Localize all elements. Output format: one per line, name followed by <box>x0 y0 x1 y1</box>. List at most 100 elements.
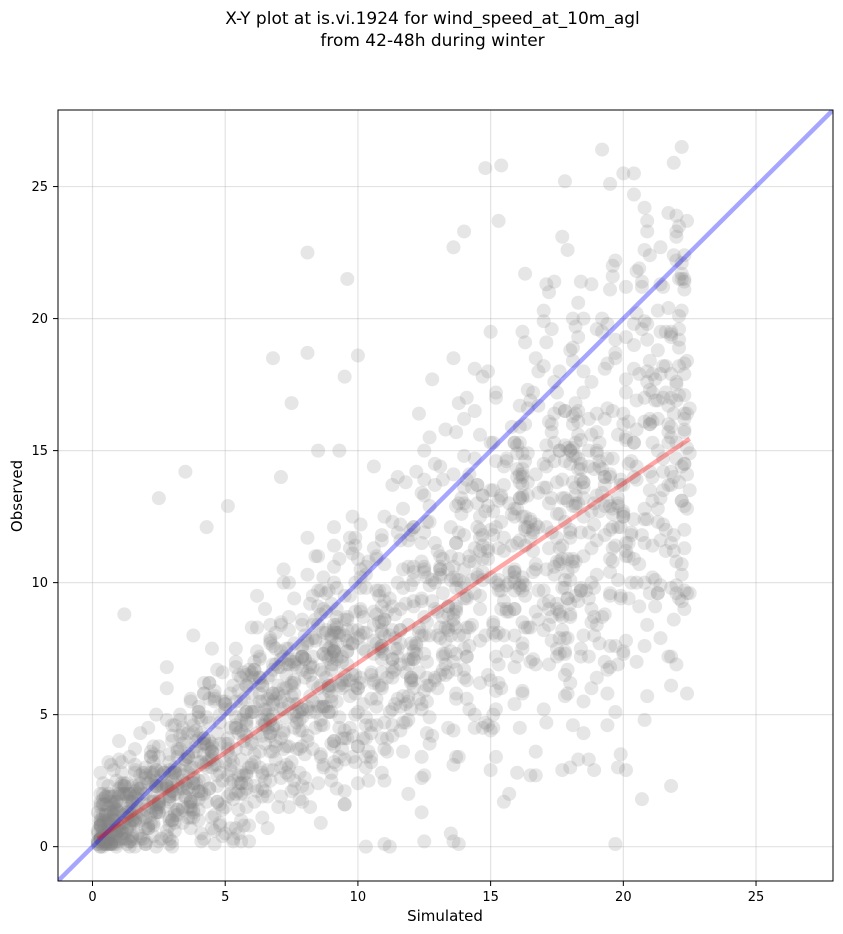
data-point <box>218 826 233 841</box>
data-point <box>650 514 665 529</box>
data-point <box>122 800 137 815</box>
data-point <box>334 673 349 688</box>
data-point <box>340 731 355 746</box>
data-point <box>313 718 328 733</box>
data-point <box>603 522 618 537</box>
data-point <box>125 786 140 801</box>
data-point <box>565 311 580 326</box>
data-point <box>159 829 174 844</box>
data-point <box>605 520 620 535</box>
data-point <box>677 356 692 371</box>
data-point <box>151 794 166 809</box>
data-point <box>181 781 196 796</box>
data-point <box>316 757 331 772</box>
data-point <box>422 430 437 445</box>
data-point <box>496 594 511 609</box>
data-point <box>542 594 557 609</box>
data-point <box>491 541 506 556</box>
data-point <box>98 807 113 822</box>
data-point <box>281 623 296 638</box>
data-point <box>664 367 679 382</box>
data-point <box>417 562 432 577</box>
data-point <box>313 607 328 622</box>
data-point <box>507 501 522 516</box>
data-point <box>419 654 434 669</box>
data-point <box>186 802 201 817</box>
data-point <box>212 765 227 780</box>
data-point <box>565 559 580 574</box>
data-point <box>499 451 514 466</box>
data-point <box>284 678 299 693</box>
data-point <box>608 639 623 654</box>
data-point <box>295 641 310 656</box>
data-point <box>584 615 599 630</box>
data-point <box>112 734 127 749</box>
data-point <box>202 715 217 730</box>
data-point <box>422 628 437 643</box>
data-point <box>133 781 148 796</box>
data-point <box>143 744 158 759</box>
data-point <box>358 710 373 725</box>
data-point <box>486 435 501 450</box>
data-point <box>552 443 567 458</box>
data-point <box>680 213 695 228</box>
data-point <box>526 565 541 580</box>
data-point <box>417 443 432 458</box>
data-point <box>449 580 464 595</box>
data-point <box>677 422 692 437</box>
data-point <box>637 575 652 590</box>
data-point <box>305 660 320 675</box>
data-point <box>220 736 235 751</box>
data-point <box>483 763 498 778</box>
data-point <box>626 187 641 202</box>
data-point <box>491 493 506 508</box>
data-point <box>403 528 418 543</box>
data-point <box>305 741 320 756</box>
data-point <box>263 773 278 788</box>
data-point <box>372 588 387 603</box>
data-point <box>518 520 533 535</box>
data-point <box>337 628 352 643</box>
plot-frame <box>57 109 834 882</box>
data-point <box>98 789 113 804</box>
data-point <box>120 810 135 825</box>
data-point <box>265 686 280 701</box>
data-point <box>313 678 328 693</box>
data-point <box>390 470 405 485</box>
data-point <box>483 723 498 738</box>
data-point <box>377 612 392 627</box>
data-point <box>141 818 156 833</box>
data-point <box>507 570 522 585</box>
data-point <box>133 813 148 828</box>
data-point <box>236 818 251 833</box>
data-point <box>319 625 334 640</box>
data-point <box>637 712 652 727</box>
data-point <box>544 322 559 337</box>
data-point <box>284 689 299 704</box>
data-point <box>640 617 655 632</box>
data-point <box>316 718 331 733</box>
data-point <box>93 831 108 846</box>
data-point <box>149 763 164 778</box>
data-point <box>173 781 188 796</box>
data-point <box>653 631 668 646</box>
data-point <box>364 726 379 741</box>
data-point <box>441 562 456 577</box>
data-point <box>361 773 376 788</box>
data-point <box>502 496 517 511</box>
data-point <box>427 670 442 685</box>
data-point <box>507 602 522 617</box>
data-point <box>297 652 312 667</box>
data-point <box>563 343 578 358</box>
data-point <box>109 794 124 809</box>
data-point <box>377 837 392 852</box>
data-point <box>563 443 578 458</box>
data-point <box>451 837 466 852</box>
data-point <box>640 374 655 389</box>
data-point <box>289 710 304 725</box>
data-point <box>329 652 344 667</box>
data-point <box>109 813 124 828</box>
data-point <box>342 588 357 603</box>
data-point <box>96 776 111 791</box>
data-point <box>539 459 554 474</box>
